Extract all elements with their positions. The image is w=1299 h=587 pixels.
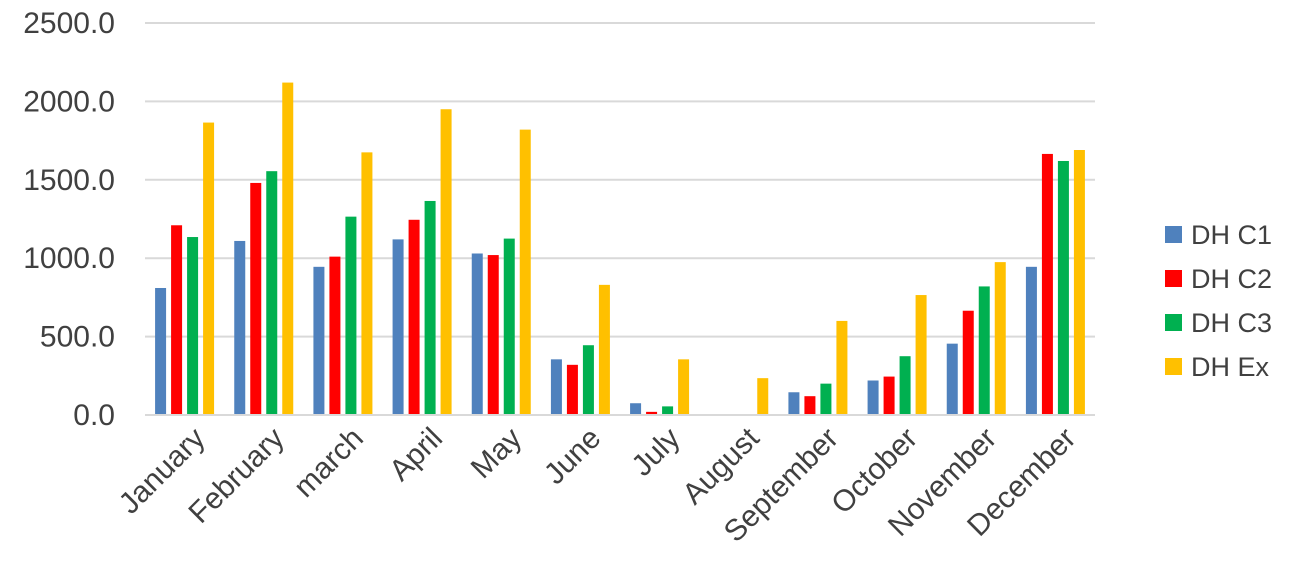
legend: DH C1 DH C2 DH C3 DH Ex <box>1165 220 1272 382</box>
gridlines <box>145 22 1095 338</box>
bar-dh-c1-september <box>788 392 800 415</box>
bar-dh-c1-june <box>550 359 562 415</box>
bar-dh-c3-november <box>978 286 990 415</box>
bar-dh-ex-september <box>836 320 848 415</box>
bar-dh-c1-january <box>155 287 167 415</box>
bar-dh-c2-may <box>487 255 499 415</box>
bar-dh-c3-february <box>266 171 278 415</box>
legend-swatch <box>1165 358 1182 375</box>
legend-swatch <box>1165 270 1182 287</box>
x-tick-label: march <box>288 422 370 504</box>
x-tick-label: May <box>465 422 528 485</box>
bar-dh-c1-october <box>867 380 879 415</box>
legend-swatch <box>1165 226 1182 243</box>
bar-dh-c2-october <box>883 376 895 415</box>
bar-dh-c1-may <box>471 253 483 415</box>
bar-dh-ex-january <box>203 122 215 416</box>
bar-dh-c3-april <box>424 200 436 415</box>
bar-dh-c2-november <box>962 310 974 415</box>
legend-label: DH Ex <box>1191 352 1270 382</box>
bar-dh-c3-october <box>899 356 911 415</box>
bar-dh-c3-march <box>345 216 357 415</box>
bar-dh-ex-march <box>361 152 373 416</box>
x-tick-label: June <box>538 422 607 491</box>
bar-dh-c2-june <box>566 364 578 415</box>
bar-dh-c1-april <box>392 239 404 415</box>
y-tick-label: 2000.0 <box>23 85 115 118</box>
bar-dh-ex-august <box>757 378 769 415</box>
bar-dh-ex-october <box>915 295 927 415</box>
bars <box>155 82 1085 416</box>
legend-label: DH C1 <box>1191 220 1272 250</box>
bar-dh-ex-november <box>994 262 1006 415</box>
bar-dh-ex-december <box>1073 150 1085 415</box>
bar-dh-ex-june <box>598 284 610 415</box>
y-axis-tick-labels: 0.0 500.0 1000.0 1500.0 2000.0 2500.0 <box>23 7 115 432</box>
bar-dh-c2-april <box>408 219 420 415</box>
y-tick-label: 500.0 <box>40 321 115 354</box>
y-tick-label: 1000.0 <box>23 242 115 275</box>
bar-dh-ex-april <box>440 109 452 416</box>
legend-label: DH C3 <box>1191 308 1272 338</box>
bar-dh-c1-february <box>234 240 246 415</box>
bar-dh-c3-january <box>187 237 199 415</box>
bar-dh-ex-july <box>678 359 690 415</box>
bar-dh-c1-november <box>946 343 958 415</box>
bar-dh-c2-march <box>329 256 341 415</box>
bar-dh-c2-december <box>1041 153 1053 416</box>
bar-dh-c2-july <box>646 411 658 415</box>
bar-dh-c3-september <box>820 383 832 415</box>
legend-label: DH C2 <box>1191 264 1272 294</box>
bar-dh-c2-february <box>250 182 262 415</box>
bar-dh-c3-december <box>1057 160 1069 415</box>
bar-dh-c3-may <box>503 238 515 415</box>
bar-dh-ex-february <box>282 82 294 416</box>
x-tick-label: July <box>625 422 686 483</box>
y-tick-label: 1500.0 <box>23 164 115 197</box>
bar-dh-c1-july <box>630 403 642 415</box>
bar-dh-c2-january <box>171 225 183 415</box>
x-tick-label: April <box>383 422 449 488</box>
bar-dh-c3-july <box>662 406 674 415</box>
bar-dh-c2-september <box>804 396 816 415</box>
bar-dh-c1-march <box>313 266 325 415</box>
bar-dh-ex-may <box>519 129 531 415</box>
bar-dh-c1-december <box>1025 266 1037 415</box>
y-tick-label: 2500.0 <box>23 7 115 40</box>
legend-swatch <box>1165 314 1182 331</box>
bar-dh-c3-june <box>582 345 594 415</box>
y-tick-label: 0.0 <box>73 399 115 432</box>
